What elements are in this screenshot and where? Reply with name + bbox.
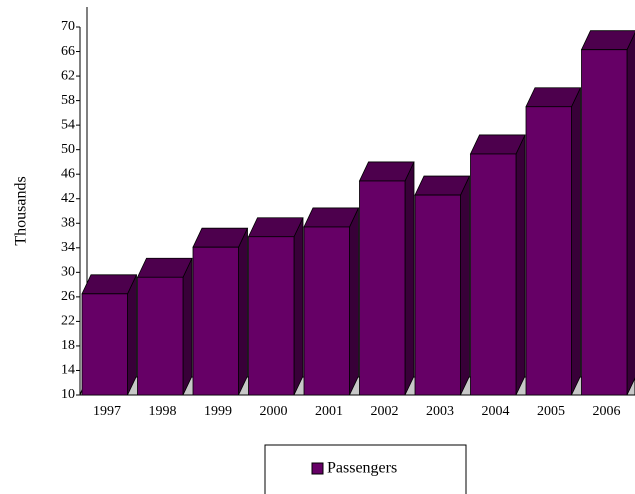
- bar-face: [349, 207, 359, 396]
- y-tick-label: 18: [61, 338, 75, 353]
- bar: [247, 217, 304, 396]
- bar-face: [303, 207, 360, 228]
- bar-face: [293, 217, 304, 396]
- y-tick-label: 70: [61, 19, 75, 34]
- x-tick-label: 2003: [426, 404, 454, 419]
- bar: [525, 87, 582, 396]
- bar-face: [470, 153, 517, 396]
- bar-face: [414, 175, 471, 196]
- bar: [358, 161, 415, 396]
- legend-label: Passengers: [327, 460, 397, 477]
- y-axis-label: Thousands: [13, 176, 30, 245]
- bar-face: [192, 246, 239, 396]
- y-tick-label: 58: [61, 93, 75, 108]
- bar-face: [182, 258, 193, 396]
- bar-face: [192, 227, 249, 248]
- bar-face: [81, 293, 128, 396]
- bar-face: [359, 180, 406, 396]
- y-tick-label: 46: [61, 166, 75, 181]
- y-tick-label: 26: [61, 289, 75, 304]
- bar-face: [626, 31, 635, 396]
- bar-face: [525, 87, 582, 108]
- bar-face: [358, 161, 415, 182]
- bar-face: [303, 226, 350, 396]
- bar-face: [127, 274, 137, 396]
- bar-face: [580, 30, 635, 51]
- bar-face: [469, 134, 526, 155]
- x-tick-label: 2000: [259, 404, 287, 419]
- x-tick-label: 1999: [204, 404, 232, 419]
- y-tick-label: 10: [61, 387, 75, 402]
- bar: [469, 134, 526, 396]
- bar-face: [414, 194, 461, 396]
- x-tick-label: 1998: [148, 404, 176, 419]
- x-tick-label: 2006: [592, 404, 620, 419]
- y-tick-label: 42: [61, 191, 75, 206]
- bar-face: [581, 49, 628, 396]
- bar-face: [238, 228, 248, 396]
- x-tick-label: 2004: [481, 404, 509, 419]
- y-tick-label: 34: [61, 240, 75, 255]
- x-tick-label: 2005: [537, 404, 565, 419]
- bar-face: [136, 257, 193, 278]
- bar: [192, 227, 249, 396]
- y-tick-label: 14: [61, 363, 75, 378]
- y-tick-label: 50: [61, 142, 75, 157]
- bar: [81, 274, 138, 396]
- legend-swatch: [311, 462, 324, 475]
- y-tick-label: 62: [61, 68, 75, 83]
- bar-face: [81, 274, 138, 295]
- bar: [303, 207, 360, 396]
- legend-box: [264, 444, 467, 494]
- y-tick-label: 38: [61, 215, 75, 230]
- x-tick-label: 2001: [315, 404, 343, 419]
- bar-face: [248, 236, 295, 396]
- bar: [136, 257, 193, 396]
- bar-face: [515, 134, 526, 396]
- y-tick-label: 66: [61, 44, 75, 59]
- y-tick-label: 54: [61, 117, 75, 132]
- bar: [580, 30, 635, 396]
- bar-face: [525, 106, 572, 396]
- bar-face: [247, 217, 304, 238]
- y-tick-label: 30: [61, 265, 75, 280]
- bar-face: [460, 175, 470, 396]
- x-tick-label: 1997: [93, 404, 121, 419]
- bar-face: [571, 87, 581, 396]
- bar-face: [137, 276, 184, 396]
- y-tick-label: 22: [61, 314, 75, 329]
- bar-face: [404, 161, 415, 396]
- x-tick-label: 2002: [370, 404, 398, 419]
- bar: [414, 175, 471, 396]
